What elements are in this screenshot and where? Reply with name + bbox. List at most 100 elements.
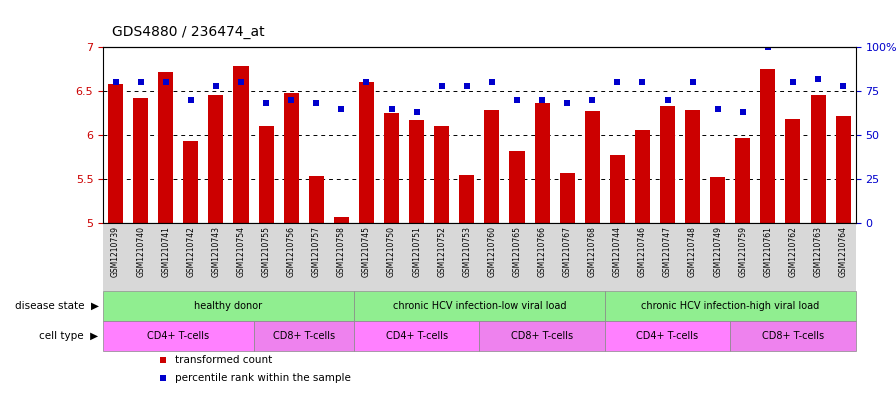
Bar xyxy=(209,95,223,223)
Point xyxy=(610,79,625,85)
Bar xyxy=(811,95,825,223)
Text: GSM1210739: GSM1210739 xyxy=(111,226,120,277)
Bar xyxy=(485,110,499,223)
Point xyxy=(409,109,424,115)
Point xyxy=(585,97,599,103)
Text: GSM1210743: GSM1210743 xyxy=(211,226,220,277)
Text: GSM1210745: GSM1210745 xyxy=(362,226,371,277)
Text: GSM1210742: GSM1210742 xyxy=(186,226,195,277)
Point xyxy=(836,83,850,89)
Bar xyxy=(103,321,254,351)
Bar xyxy=(159,72,173,223)
Text: percentile rank within the sample: percentile rank within the sample xyxy=(175,373,350,384)
Point xyxy=(711,106,725,112)
Bar xyxy=(605,290,856,321)
Bar xyxy=(284,93,298,223)
Point xyxy=(560,100,574,107)
Text: GSM1210760: GSM1210760 xyxy=(487,226,496,277)
Bar xyxy=(560,173,574,223)
Text: GSM1210764: GSM1210764 xyxy=(839,226,848,277)
Text: GSM1210763: GSM1210763 xyxy=(814,226,823,277)
Text: GSM1210755: GSM1210755 xyxy=(262,226,271,277)
Text: GSM1210750: GSM1210750 xyxy=(387,226,396,277)
Text: CD8+ T-cells: CD8+ T-cells xyxy=(511,331,573,341)
Bar xyxy=(384,113,399,223)
Bar xyxy=(585,111,599,223)
Text: GSM1210741: GSM1210741 xyxy=(161,226,170,277)
Point xyxy=(761,44,775,50)
Point xyxy=(510,97,524,103)
Text: CD8+ T-cells: CD8+ T-cells xyxy=(762,331,824,341)
Bar xyxy=(535,103,549,223)
Text: GSM1210752: GSM1210752 xyxy=(437,226,446,277)
Bar xyxy=(309,176,323,223)
Bar xyxy=(730,321,856,351)
Bar xyxy=(761,69,775,223)
Point xyxy=(134,79,148,85)
Bar xyxy=(103,290,354,321)
Point xyxy=(309,100,323,107)
Text: GSM1210757: GSM1210757 xyxy=(312,226,321,277)
Bar xyxy=(635,130,650,223)
Text: GSM1210762: GSM1210762 xyxy=(788,226,797,277)
Point xyxy=(635,79,650,85)
Bar xyxy=(134,98,148,223)
Bar xyxy=(409,120,424,223)
Bar xyxy=(736,138,750,223)
Bar xyxy=(259,126,273,223)
Point xyxy=(485,79,499,85)
Bar xyxy=(685,110,700,223)
Text: GSM1210744: GSM1210744 xyxy=(613,226,622,277)
Bar xyxy=(354,290,605,321)
Bar xyxy=(460,174,474,223)
Point xyxy=(184,97,198,103)
Text: healthy donor: healthy donor xyxy=(194,301,263,311)
Point xyxy=(811,75,825,82)
Text: GSM1210759: GSM1210759 xyxy=(738,226,747,277)
Point xyxy=(435,83,449,89)
Bar xyxy=(510,151,524,223)
Bar xyxy=(334,217,349,223)
Point xyxy=(535,97,549,103)
Point xyxy=(108,79,123,85)
Text: CD8+ T-cells: CD8+ T-cells xyxy=(272,331,335,341)
Point xyxy=(234,79,248,85)
Text: GSM1210751: GSM1210751 xyxy=(412,226,421,277)
Text: cell type  ▶: cell type ▶ xyxy=(39,331,99,341)
Bar xyxy=(836,116,850,223)
Bar xyxy=(660,106,675,223)
Text: chronic HCV infection-low viral load: chronic HCV infection-low viral load xyxy=(392,301,566,311)
Text: transformed count: transformed count xyxy=(175,355,271,365)
Bar xyxy=(234,66,248,223)
Text: GSM1210768: GSM1210768 xyxy=(588,226,597,277)
Text: GSM1210754: GSM1210754 xyxy=(237,226,246,277)
Text: CD4+ T-cells: CD4+ T-cells xyxy=(147,331,210,341)
Bar xyxy=(610,155,625,223)
Point xyxy=(259,100,273,107)
Point xyxy=(660,97,675,103)
Bar xyxy=(435,126,449,223)
Bar xyxy=(711,177,725,223)
Bar xyxy=(786,119,800,223)
Point xyxy=(736,109,750,115)
Point xyxy=(460,83,474,89)
Text: GSM1210747: GSM1210747 xyxy=(663,226,672,277)
Text: GSM1210756: GSM1210756 xyxy=(287,226,296,277)
Bar xyxy=(359,82,374,223)
Text: GSM1210765: GSM1210765 xyxy=(513,226,521,277)
Bar xyxy=(108,84,123,223)
Bar xyxy=(354,321,479,351)
Bar xyxy=(605,321,730,351)
Text: GSM1210758: GSM1210758 xyxy=(337,226,346,277)
Point xyxy=(159,79,173,85)
Point xyxy=(685,79,700,85)
Point xyxy=(209,83,223,89)
Text: CD4+ T-cells: CD4+ T-cells xyxy=(385,331,448,341)
Point xyxy=(156,375,170,382)
Point xyxy=(786,79,800,85)
Text: GDS4880 / 236474_at: GDS4880 / 236474_at xyxy=(112,25,264,39)
Text: GSM1210749: GSM1210749 xyxy=(713,226,722,277)
Point xyxy=(156,357,170,363)
Text: GSM1210748: GSM1210748 xyxy=(688,226,697,277)
Bar xyxy=(184,141,198,223)
